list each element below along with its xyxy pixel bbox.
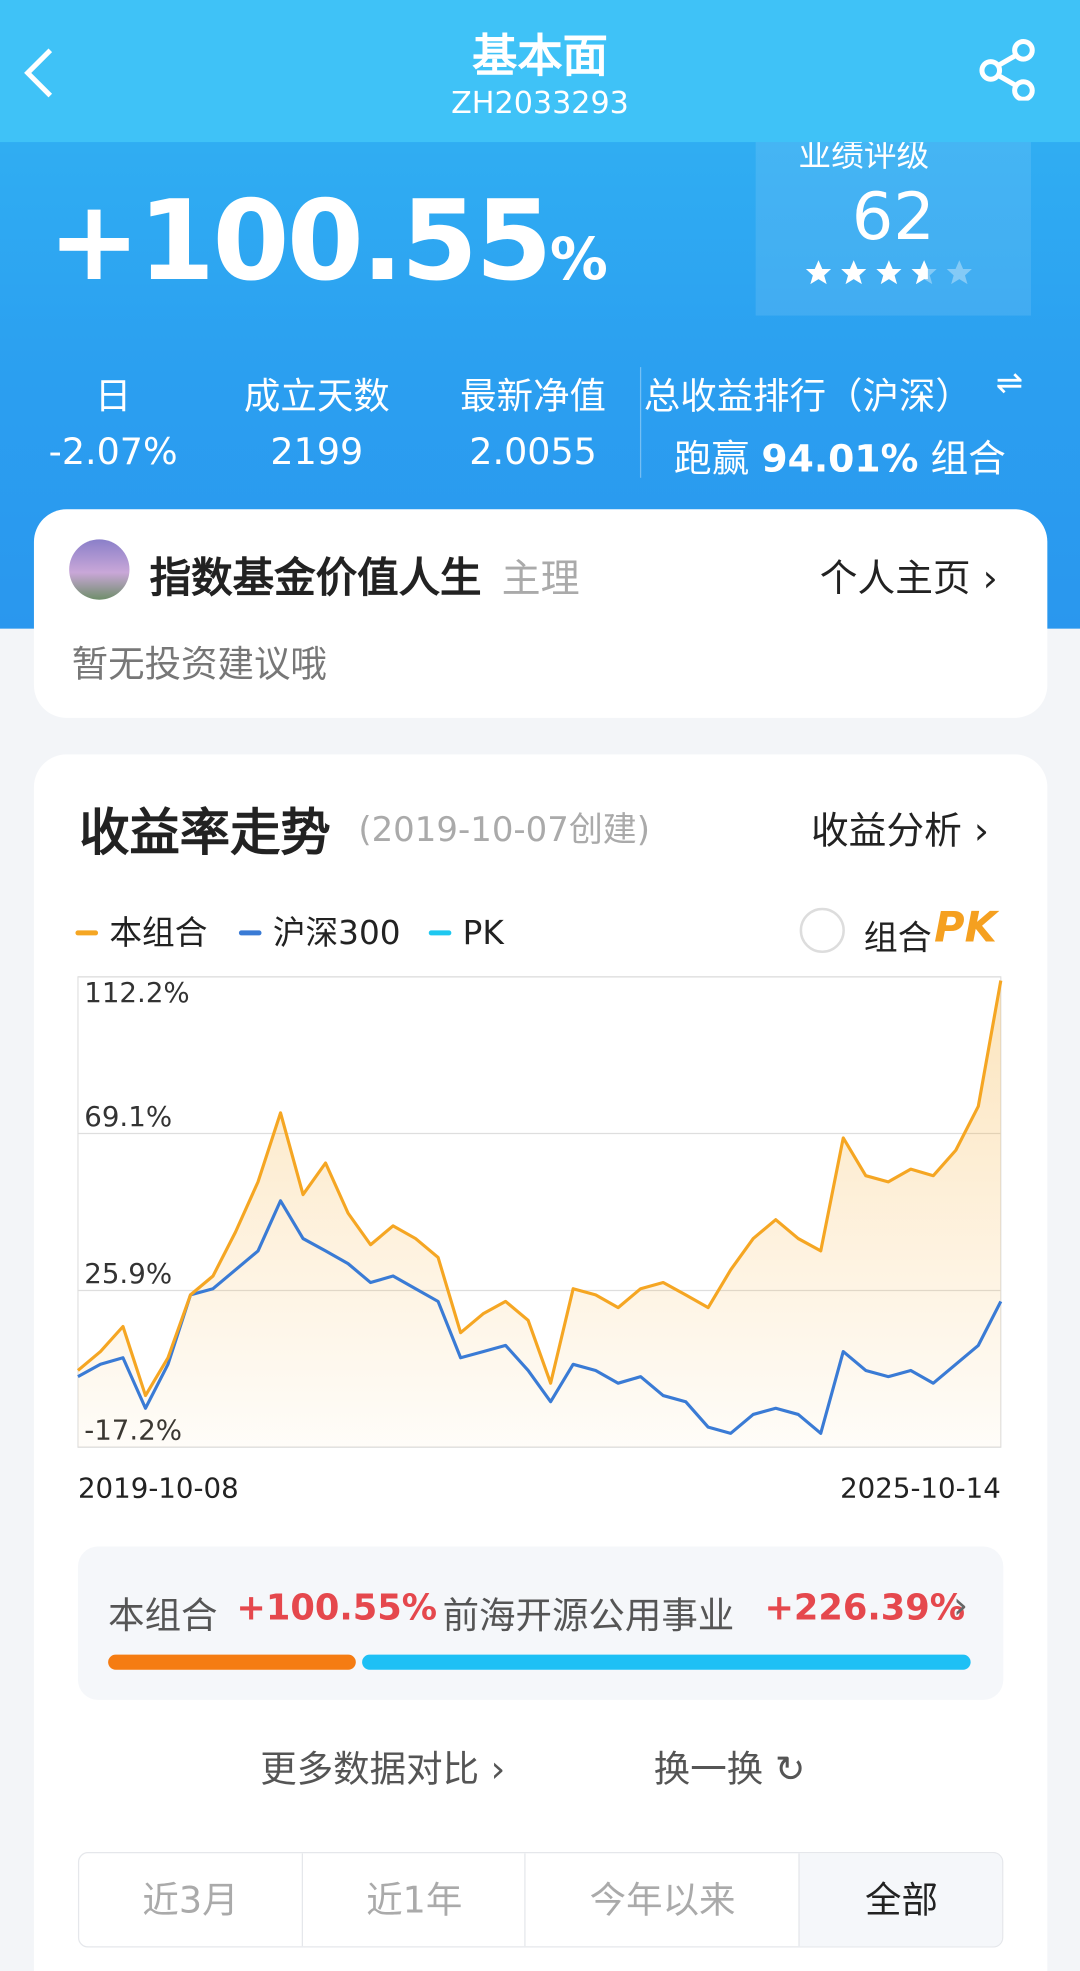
y-tick-label: 69.1% — [84, 1100, 172, 1133]
page-title: 基本面 — [472, 31, 608, 83]
period-tab[interactable]: 近3月 — [142, 1878, 239, 1922]
period-tab[interactable]: 今年以来 — [524, 1853, 799, 1947]
compare-self-value: +100.55% — [236, 1586, 438, 1629]
compare-box[interactable]: 本组合 +100.55% 前海开源公用事业 +226.39% › — [77, 1546, 1004, 1700]
rating-stars — [805, 260, 972, 285]
x-tick-label: 2019-10-08 — [78, 1471, 239, 1504]
profile-link-text: 个人主页 — [819, 556, 971, 601]
pk-label: PK — [934, 902, 997, 952]
ranking-value: 94.01% — [761, 437, 919, 482]
stat-label: 最新净值 — [460, 374, 607, 418]
y-tick-label: 25.9% — [84, 1257, 172, 1290]
avatar — [69, 539, 130, 600]
manager-name: 指数基金价值人生 — [149, 553, 482, 603]
return-unit: % — [549, 225, 608, 293]
compare-self-label: 本组合 — [108, 1594, 218, 1638]
ranking-label[interactable]: 总收益排行（沪深） — [643, 374, 972, 418]
legend-label: PK — [463, 914, 506, 952]
created-date: (2019-10-07创建) — [358, 810, 651, 850]
compare-bar-self — [108, 1654, 356, 1670]
analysis-link[interactable]: 收益分析 › — [810, 809, 989, 854]
top-bar — [0, 0, 1080, 143]
more-compare[interactable]: 更多数据对比 › — [260, 1747, 506, 1791]
ranking-value-row: 跑赢 94.01% 组合 — [674, 427, 1006, 482]
rating-label: 业绩评级 — [798, 142, 930, 175]
area — [77, 980, 1001, 1448]
period-tab[interactable]: 近1年 — [301, 1853, 526, 1947]
period-tabs: 近3月 近1年 今年以来 全部 — [77, 1852, 1004, 1948]
line — [77, 1199, 1003, 1435]
swap[interactable]: 换一换 ↻ — [653, 1747, 806, 1791]
advice: 暂无投资建议哦 — [71, 642, 327, 686]
pk-toggle[interactable] — [799, 907, 845, 954]
legend-label: 沪深300 — [273, 914, 401, 952]
manager-card: 指数基金价值人生 主理 个人主页 › 暂无投资建议哦 — [33, 509, 1048, 718]
manager-role: 主理 — [501, 556, 580, 603]
ranking-suffix: 组合 — [930, 437, 1006, 482]
period-tab[interactable]: 全部 — [798, 1853, 1003, 1947]
analysis-link-text: 收益分析 — [810, 809, 962, 854]
compare-other-label: 前海开源公用事业 — [442, 1594, 735, 1638]
line — [76, 980, 1003, 1398]
divider — [639, 367, 642, 478]
stat-value: 2199 — [270, 429, 364, 473]
legend-label: 本组合 — [109, 914, 207, 952]
compare-arrow: › — [953, 1584, 969, 1629]
rating-box[interactable]: 业绩评级 62 — [755, 142, 1031, 316]
stat-value: -2.07% — [48, 429, 178, 473]
x-tick-label: 2025-10-14 — [840, 1471, 1001, 1504]
chart-card-title: 收益率走势 — [79, 804, 331, 863]
profile-link[interactable]: 个人主页 › — [819, 556, 998, 601]
ranking-prefix: 跑赢 — [673, 437, 750, 482]
ranking-switch[interactable]: ⇌ — [995, 364, 1024, 403]
portfolio-code: ZH2033293 — [451, 85, 629, 121]
total-return: +100.55% — [47, 176, 608, 306]
stat-value: 2.0055 — [469, 429, 597, 473]
y-tick-label: 112.2% — [84, 976, 189, 1009]
stat-label: 日 — [94, 374, 132, 418]
compare-other-value: +226.39% — [764, 1586, 966, 1629]
back-button[interactable] — [20, 45, 58, 100]
more-compare-text: 更多数据对比 — [260, 1747, 480, 1791]
compare-bar-other — [362, 1654, 971, 1670]
pk-prefix: 组合 — [863, 919, 932, 959]
chart: -17.2%25.9%69.1%112.2%2019-10-082025-10-… — [75, 914, 1003, 1504]
swap-text: 换一换 — [653, 1747, 764, 1791]
rating-score: 62 — [851, 179, 935, 256]
return-value: +100.55 — [47, 176, 553, 306]
share-button[interactable] — [978, 38, 1038, 101]
stat-label: 成立天数 — [243, 374, 390, 418]
